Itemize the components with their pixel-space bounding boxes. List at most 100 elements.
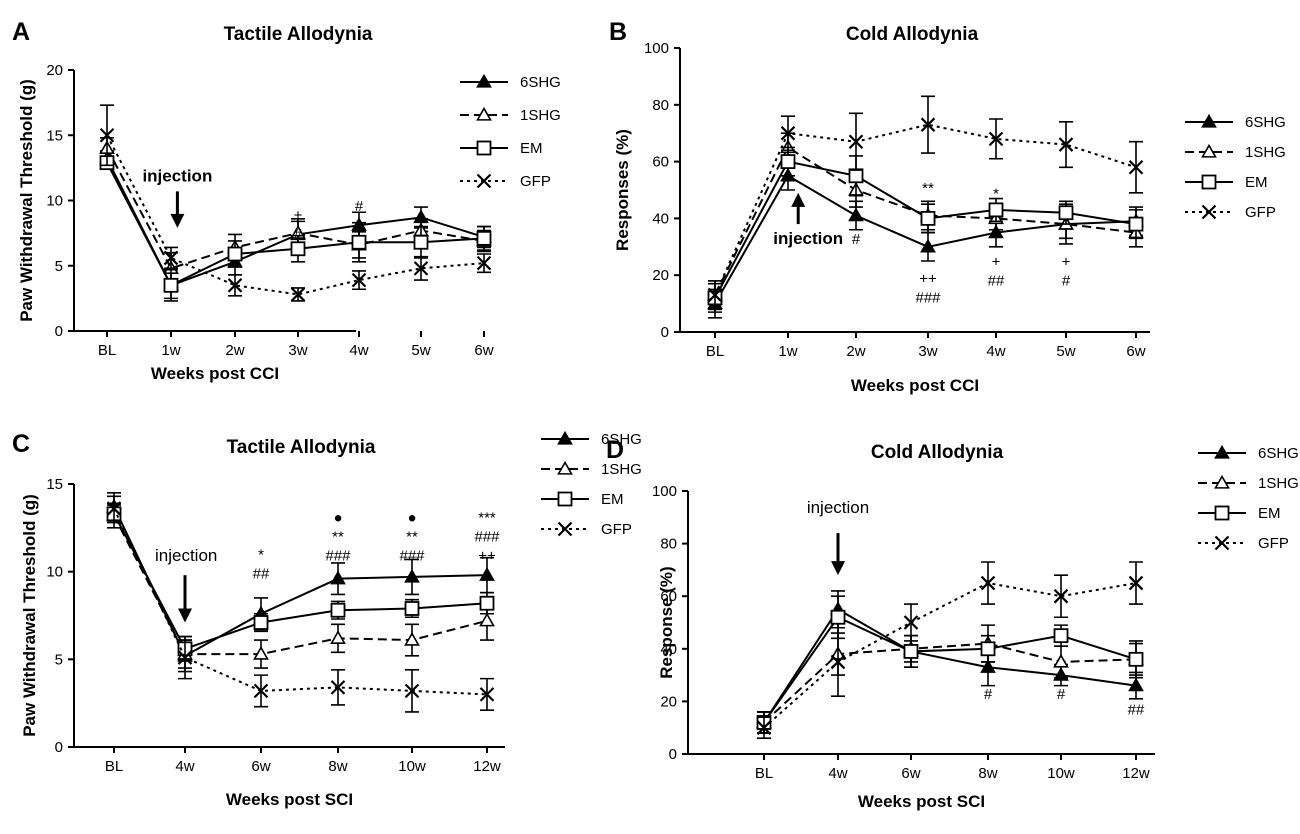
legend-item: GFP — [1198, 535, 1289, 552]
legend-item: EM — [1198, 505, 1281, 522]
data-point — [177, 650, 193, 665]
data-point — [980, 659, 996, 673]
data-point — [780, 154, 796, 170]
data-point — [330, 680, 346, 695]
data-point — [988, 131, 1004, 147]
x-axis-label: Weeks post CCI — [151, 364, 279, 383]
legend-item: EM — [1185, 174, 1268, 191]
significance-label: + — [992, 254, 1001, 271]
panel-c: C Tactile Allodynia 0 5 10 15 BL 4w 6w 8w 10w 12w We… — [12, 430, 642, 809]
x-tick-label: 4w — [175, 758, 194, 775]
data-point — [1058, 137, 1074, 152]
data-point — [920, 238, 936, 253]
significance-label: ** — [332, 529, 344, 546]
y-tick-label: 60 — [660, 588, 677, 605]
data-point — [479, 567, 495, 581]
legend-marker — [1214, 535, 1230, 551]
x-tick-label: 3w — [918, 343, 937, 360]
y-tick-label: 0 — [55, 739, 63, 756]
data-point — [106, 501, 122, 516]
data-point — [848, 134, 864, 149]
x-tick-label: 1w — [161, 342, 180, 359]
significance-label: ### — [915, 290, 941, 307]
significance-label: ** — [922, 180, 934, 197]
y-tick-label: 5 — [55, 651, 63, 668]
legend-item: 6SHG — [1198, 444, 1299, 462]
data-point — [988, 202, 1004, 218]
data-point — [1128, 216, 1144, 232]
legend-label: 6SHG — [520, 74, 561, 91]
y-tick-label: 15 — [46, 476, 63, 493]
y-axis-label: Responses (%) — [613, 129, 632, 251]
y-tick-label: 0 — [661, 324, 669, 341]
significance-label: ### — [399, 548, 425, 565]
x-tick-label: BL — [755, 765, 773, 782]
series-gfp — [106, 495, 495, 713]
data-point — [920, 210, 936, 226]
significance-label: ++ — [919, 271, 937, 288]
legend-item: 1SHG — [460, 106, 561, 124]
legend-label: 6SHG — [1245, 114, 1286, 131]
data-point — [1053, 588, 1069, 604]
x-axis-label: Weeks post CCI — [851, 376, 979, 395]
series-line — [113, 513, 488, 651]
x-tick-label: 10w — [1047, 765, 1075, 782]
x-tick-label: 12w — [473, 758, 501, 775]
legend-marker — [1201, 174, 1217, 190]
x-tick-label: 6w — [251, 758, 270, 775]
legend-item: EM — [541, 491, 624, 508]
y-tick-label: 0 — [55, 323, 63, 340]
significance-label: # — [852, 231, 861, 248]
y-tick-label: 10 — [46, 193, 63, 210]
panel-letter: C — [12, 430, 30, 458]
chart-title: Tactile Allodynia — [227, 437, 376, 458]
significance-label: ++ — [478, 548, 496, 565]
legend-label: GFP — [520, 173, 551, 190]
data-point — [163, 277, 179, 293]
legend-item: 1SHG — [1198, 474, 1299, 492]
series-1shg — [106, 502, 495, 669]
significance-label: # — [355, 198, 364, 215]
legend-item: GFP — [460, 173, 551, 190]
legend-label: GFP — [1245, 204, 1276, 221]
significance-label: # — [1062, 273, 1071, 290]
chart-title: Cold Allodynia — [871, 442, 1004, 463]
data-point — [1128, 160, 1144, 175]
x-tick-label: 6w — [1126, 343, 1145, 360]
legend-marker — [1214, 444, 1230, 459]
data-point — [988, 224, 1004, 239]
data-point — [1053, 628, 1069, 644]
data-point — [476, 255, 492, 271]
x-axis-label: Weeks post SCI — [226, 790, 353, 809]
legend-item: 6SHG — [1185, 113, 1286, 131]
x-tick-label: 5w — [411, 342, 430, 359]
x-tick-label: BL — [105, 758, 123, 775]
legend-item: 6SHG — [460, 73, 561, 91]
data-point — [1128, 651, 1144, 667]
injection-label: injection — [155, 546, 217, 565]
significance-label: * — [258, 546, 264, 563]
y-tick-label: 5 — [55, 258, 63, 275]
data-point — [920, 117, 936, 132]
y-tick-label: 100 — [644, 40, 669, 57]
panel-a: A Tactile Allodynia 0 5 10 15 20 BL 1w 2w 3w 4w 5w 6w… — [12, 18, 561, 383]
x-tick-label: 10w — [398, 758, 426, 775]
legend-item: GFP — [541, 521, 632, 538]
significance-label: ## — [253, 565, 270, 582]
data-point — [756, 720, 772, 735]
legend-marker — [1214, 505, 1230, 521]
injection-label: injection — [142, 166, 212, 185]
data-point — [330, 630, 346, 644]
data-point — [227, 278, 243, 293]
legend-label: 6SHG — [601, 431, 642, 448]
data-point — [413, 234, 429, 250]
legend-marker — [557, 430, 573, 445]
legend-marker — [476, 140, 492, 156]
x-tick-label: 4w — [828, 765, 847, 782]
significance-label: *** — [478, 510, 496, 527]
significance-label: ## — [988, 273, 1005, 290]
legend-marker — [476, 106, 492, 121]
legend-label: GFP — [1258, 535, 1289, 552]
y-tick-label: 15 — [46, 127, 63, 144]
